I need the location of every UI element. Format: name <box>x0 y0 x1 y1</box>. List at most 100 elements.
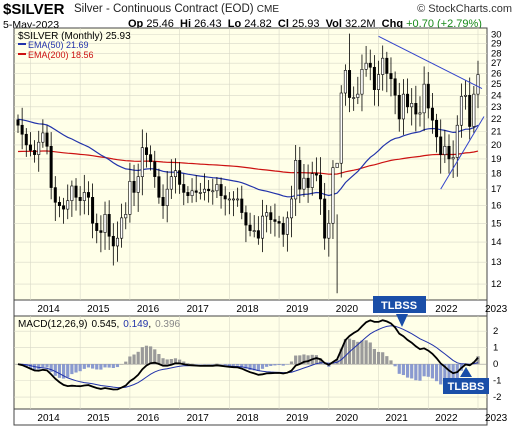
macd-histogram-bar <box>314 355 318 365</box>
candle-body <box>95 222 99 231</box>
y-tick-label: 18 <box>491 169 502 180</box>
signal-value: 0.149 <box>123 319 148 330</box>
candle-body <box>261 215 265 239</box>
symbol-title: $SILVER <box>3 1 65 18</box>
macd-histogram-bar <box>128 356 132 365</box>
candle-body <box>339 92 343 164</box>
y-tick-label: 19 <box>491 154 502 165</box>
macd-histogram-bar <box>381 352 385 365</box>
macd-histogram-bar <box>352 339 356 365</box>
y-tick-label: 23 <box>491 102 502 113</box>
open-value: 25.46 <box>146 18 174 30</box>
macd-histogram-bar <box>182 361 186 365</box>
candle-body <box>356 93 360 98</box>
macd-histogram-bar <box>318 358 323 365</box>
macd-histogram-bar <box>434 364 439 382</box>
candle-body <box>455 124 459 158</box>
candle-body <box>422 83 426 114</box>
close-label: Cl <box>277 18 289 30</box>
x-tick-label-top: 2015 <box>87 304 110 315</box>
macd-histogram-bar <box>248 364 252 370</box>
candle-body <box>215 184 219 192</box>
macd-histogram-bar <box>439 364 443 385</box>
macd-histogram-bar <box>414 364 418 381</box>
x-tick-label-top: 2023 <box>485 304 508 315</box>
support-trendline <box>440 116 485 190</box>
macd-histogram-bar <box>323 364 327 365</box>
candle-body <box>202 188 206 193</box>
macd-histogram-bar <box>269 364 273 366</box>
candle-body <box>49 145 53 188</box>
candle-body <box>414 103 418 115</box>
macd-histogram-bar <box>397 364 401 374</box>
macd-histogram-bar <box>173 358 178 365</box>
legend-ema200: EMA(200) 18.56 <box>28 50 94 60</box>
resistance-trendline <box>378 35 483 89</box>
candle-body <box>74 185 78 198</box>
macd-histogram-bar <box>215 363 219 365</box>
candle-body <box>248 224 252 231</box>
high-value: 26.43 <box>194 18 222 30</box>
candle-body <box>410 103 414 108</box>
histogram-value: 0.396 <box>155 319 180 330</box>
candle-body <box>343 70 347 94</box>
candle-body <box>352 97 356 99</box>
macd-histogram-bar <box>149 346 153 365</box>
macd-histogram-bar <box>240 364 244 367</box>
macd-y-tick-label: 1 <box>493 343 498 354</box>
candle-body <box>37 141 41 155</box>
y-tick-label: 15 <box>491 218 502 229</box>
candle-body <box>252 230 256 232</box>
macd-histogram-bar <box>294 355 298 365</box>
candle-body <box>86 192 90 198</box>
candle-body <box>24 133 28 146</box>
y-tick-label: 16 <box>491 201 502 212</box>
macd-histogram-bar <box>186 363 190 365</box>
macd-histogram-bar <box>298 355 302 365</box>
candle-body <box>281 222 285 235</box>
y-tick-label: 26 <box>491 68 502 79</box>
macd-histogram-bar <box>32 364 37 371</box>
y-tick-label: 29 <box>491 39 502 50</box>
candle-body <box>165 188 169 206</box>
candle-body <box>194 190 198 193</box>
candle-body <box>231 198 235 201</box>
macd-histogram-bar <box>476 356 480 365</box>
candle-body <box>144 147 148 155</box>
candle-body <box>265 212 269 217</box>
candle-body <box>306 177 310 188</box>
candle-body <box>285 217 289 235</box>
macd-histogram-bar <box>356 341 360 365</box>
macd-histogram-bar <box>61 364 66 379</box>
macd-histogram-bar <box>37 364 41 370</box>
macd-histogram-bar <box>190 363 194 365</box>
candle-body <box>277 221 281 224</box>
candle-body <box>302 177 306 190</box>
x-tick-label-bottom: 2014 <box>37 413 60 424</box>
y-tick-label: 30 <box>491 30 502 41</box>
candle-body <box>335 162 339 168</box>
x-tick-label-top: 2020 <box>336 304 359 315</box>
macd-histogram-bar <box>376 351 381 365</box>
x-tick-label-top: 2019 <box>286 304 309 315</box>
macd-histogram-bar <box>265 364 269 367</box>
macd-histogram-bar <box>368 342 372 365</box>
macd-histogram-bar <box>70 364 74 375</box>
legend-price: $SILVER (Monthly) 25.93 <box>18 31 131 42</box>
candle-body <box>451 157 455 160</box>
y-tick-label: 14 <box>491 237 502 248</box>
x-tick-label-bottom: 2018 <box>236 413 259 424</box>
candle-body <box>331 167 335 224</box>
macd-histogram-bar <box>136 351 140 365</box>
tlbbs-arrow <box>460 367 472 377</box>
macd-histogram-bar <box>82 364 86 369</box>
candle-body <box>153 161 157 177</box>
macd-histogram-bar <box>236 364 240 366</box>
legend-ema200-swatch <box>18 53 26 55</box>
macd-histogram-bar <box>99 364 103 370</box>
quote-line: Op 25.46 Hi 26.43 Lo 24.82 Cl 25.93 Vol … <box>128 18 482 30</box>
candle-body <box>401 93 405 120</box>
macd-histogram-bar <box>198 364 202 365</box>
candle-body <box>435 119 439 138</box>
macd-histogram-bar <box>223 364 227 366</box>
